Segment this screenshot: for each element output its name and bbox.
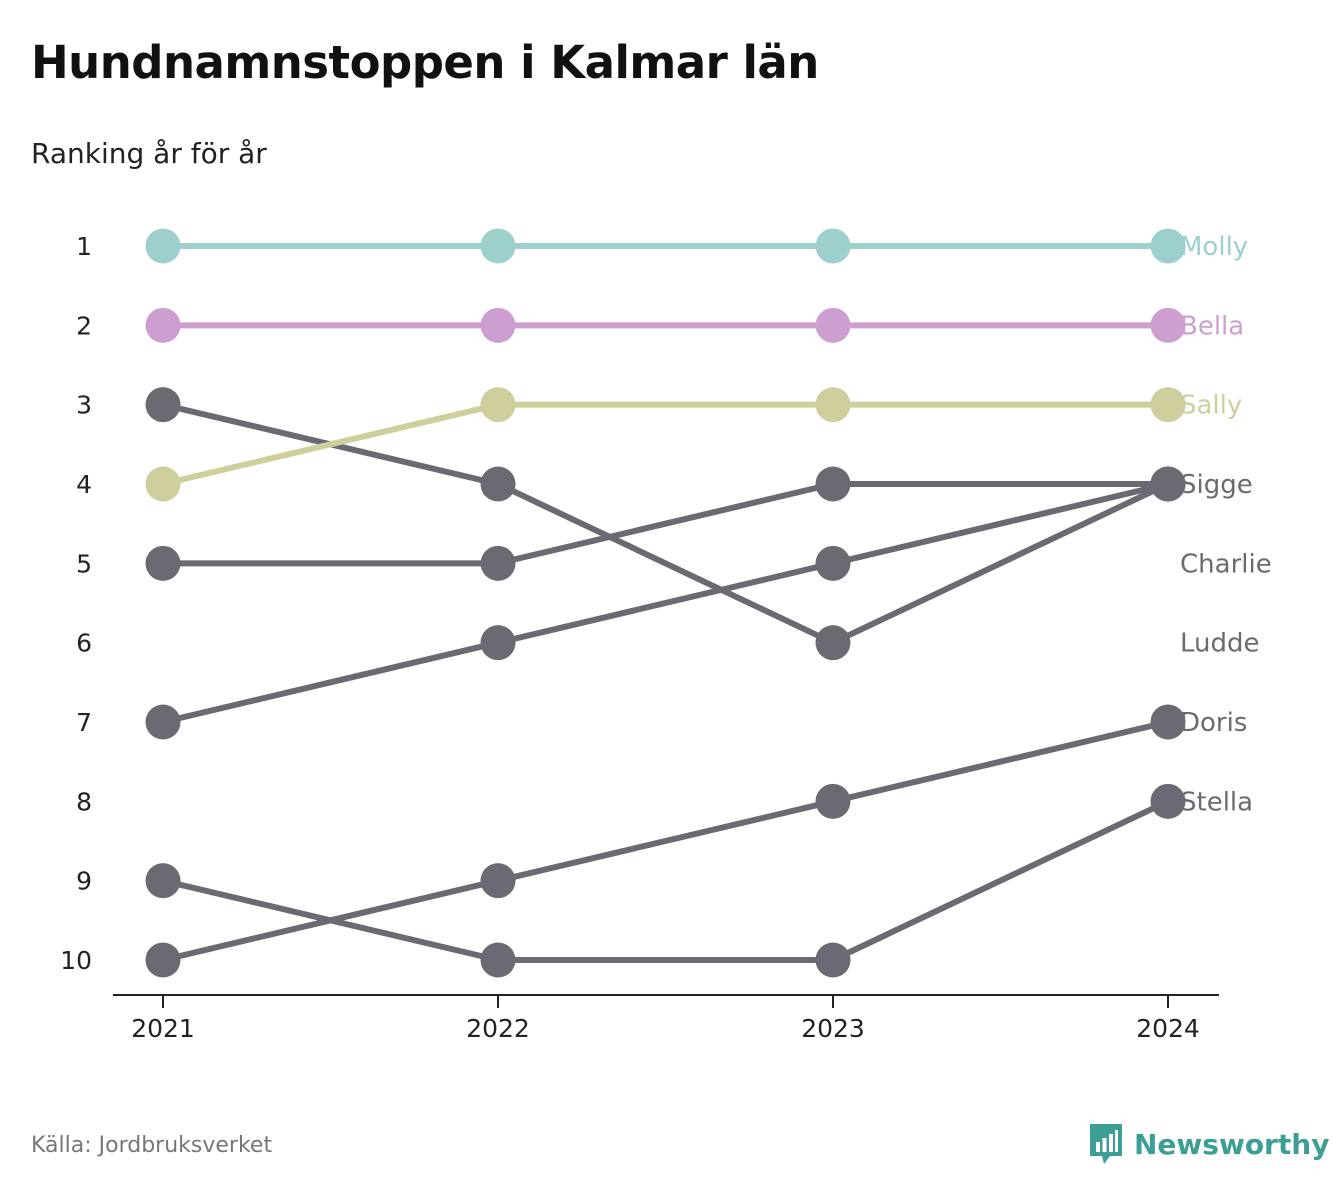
point-molly-2022 [480, 228, 516, 264]
y-tick-label: 10 [60, 946, 92, 975]
point-molly-2023 [815, 228, 851, 264]
point-sigge-2023 [815, 545, 851, 581]
series-points [145, 228, 1186, 978]
point-charlie-2021 [145, 387, 181, 423]
point-ludde-2023 [815, 466, 851, 502]
x-tick-label: 2024 [1136, 1014, 1200, 1043]
y-tick-label: 7 [76, 708, 92, 737]
y-tick-label: 5 [76, 549, 92, 578]
series-line-stella [160, 798, 1171, 963]
point-stella-2023 [815, 942, 851, 978]
point-ludde-2024 [1150, 466, 1186, 502]
y-tick-label: 4 [76, 470, 92, 499]
point-molly-2021 [145, 228, 181, 264]
series-labels: Molly Bella Sally Sigge Charlie Ludde Doris Ste… [1180, 232, 1272, 817]
bar-chart-bubble-icon [1088, 1122, 1124, 1166]
point-sally-2022 [480, 387, 516, 423]
series-line-doris [160, 719, 1171, 963]
point-sigge-2022 [480, 625, 516, 661]
brand-logo[interactable]: Newsworthy [1088, 1122, 1329, 1166]
point-sally-2024 [1150, 387, 1186, 423]
brand-name: Newsworthy [1134, 1127, 1330, 1161]
point-doris-2022 [480, 863, 516, 899]
x-axis: 2021 2022 2023 2024 [113, 994, 1219, 1043]
chart-subtitle: Ranking år för år [31, 137, 267, 170]
series-label-sigge: Sigge [1180, 470, 1253, 500]
point-bella-2023 [815, 307, 851, 343]
series-label-charlie: Charlie [1180, 549, 1272, 579]
point-sally-2023 [815, 387, 851, 423]
series-label-stella: Stella [1180, 787, 1253, 817]
point-charlie-2023 [815, 625, 851, 661]
y-tick-label: 2 [76, 311, 92, 340]
series-lines [160, 243, 1171, 963]
point-sigge-2021 [145, 704, 181, 740]
source-note: Källa: Jordbruksverket [31, 1133, 273, 1158]
series-label-sally: Sally [1180, 391, 1242, 421]
point-sally-2021 [145, 466, 181, 502]
y-tick-label: 6 [76, 629, 92, 658]
x-tick-label: 2023 [801, 1014, 865, 1043]
x-tick-label: 2021 [131, 1014, 195, 1043]
point-bella-2024 [1150, 307, 1186, 343]
point-doris-2024 [1150, 704, 1186, 740]
series-line-sally [160, 401, 1171, 487]
bump-chart: Molly Bella Sally Sigge Charlie Ludde Doris Ste… [60, 228, 1272, 1043]
series-line-ludde [160, 481, 1171, 567]
y-tick-label: 8 [76, 787, 92, 816]
point-doris-2021 [145, 942, 181, 978]
series-label-molly: Molly [1180, 232, 1248, 262]
y-tick-label: 1 [76, 232, 92, 261]
point-ludde-2021 [145, 545, 181, 581]
series-label-bella: Bella [1180, 311, 1244, 341]
point-stella-2021 [145, 863, 181, 899]
point-ludde-2022 [480, 545, 516, 581]
x-tick-label: 2022 [466, 1014, 530, 1043]
point-charlie-2022 [480, 466, 516, 502]
series-line-sigge [160, 481, 1171, 725]
page-title: Hundnamnstoppen i Kalmar län [31, 36, 819, 89]
y-axis: 1 2 3 4 5 6 7 8 9 10 [60, 232, 92, 975]
y-tick-label: 3 [76, 391, 92, 420]
y-tick-label: 9 [76, 867, 92, 896]
point-stella-2024 [1150, 783, 1186, 819]
point-stella-2022 [480, 942, 516, 978]
point-molly-2024 [1150, 228, 1186, 264]
series-label-doris: Doris [1180, 708, 1247, 738]
point-bella-2021 [145, 307, 181, 343]
point-bella-2022 [480, 307, 516, 343]
series-label-ludde: Ludde [1180, 629, 1260, 659]
point-doris-2023 [815, 783, 851, 819]
